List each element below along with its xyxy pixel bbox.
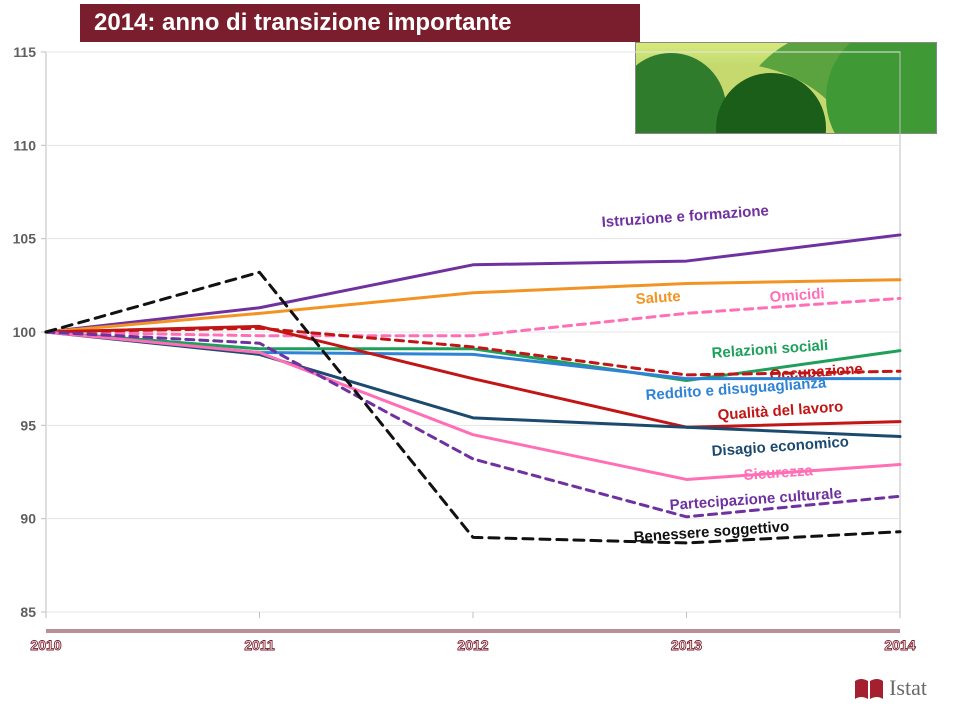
svg-text:2014: 2014 (884, 637, 915, 653)
svg-text:2011: 2011 (244, 637, 275, 653)
svg-text:90: 90 (20, 511, 36, 527)
svg-text:85: 85 (20, 604, 36, 620)
svg-text:2010: 2010 (30, 637, 61, 653)
series-label: Disagio economico (711, 433, 849, 460)
page-title: 2014: anno di transizione importante (94, 9, 511, 37)
logo-text: Istat (889, 675, 927, 701)
line-chart: 85 90 95 100 105 110 115 2010 2011 2012 2013 2014 Is… (0, 42, 955, 682)
series-label: Salute (635, 288, 681, 308)
svg-text:2013: 2013 (671, 637, 702, 653)
svg-text:2012: 2012 (457, 637, 488, 653)
series-label: Qualità del lavoro (717, 398, 844, 424)
svg-text:105: 105 (13, 231, 37, 247)
istat-logo: Istat (853, 675, 927, 701)
title-bar: 2014: anno di transizione importante (80, 4, 640, 42)
svg-text:110: 110 (13, 137, 36, 153)
svg-text:115: 115 (13, 44, 36, 60)
series-label: Istruzione e formazione (601, 202, 769, 231)
svg-text:95: 95 (20, 417, 36, 433)
svg-text:100: 100 (13, 324, 37, 340)
book-icon (853, 675, 885, 701)
series-label: Relazioni sociali (711, 337, 829, 362)
series-label: Sicurezza (743, 462, 814, 484)
